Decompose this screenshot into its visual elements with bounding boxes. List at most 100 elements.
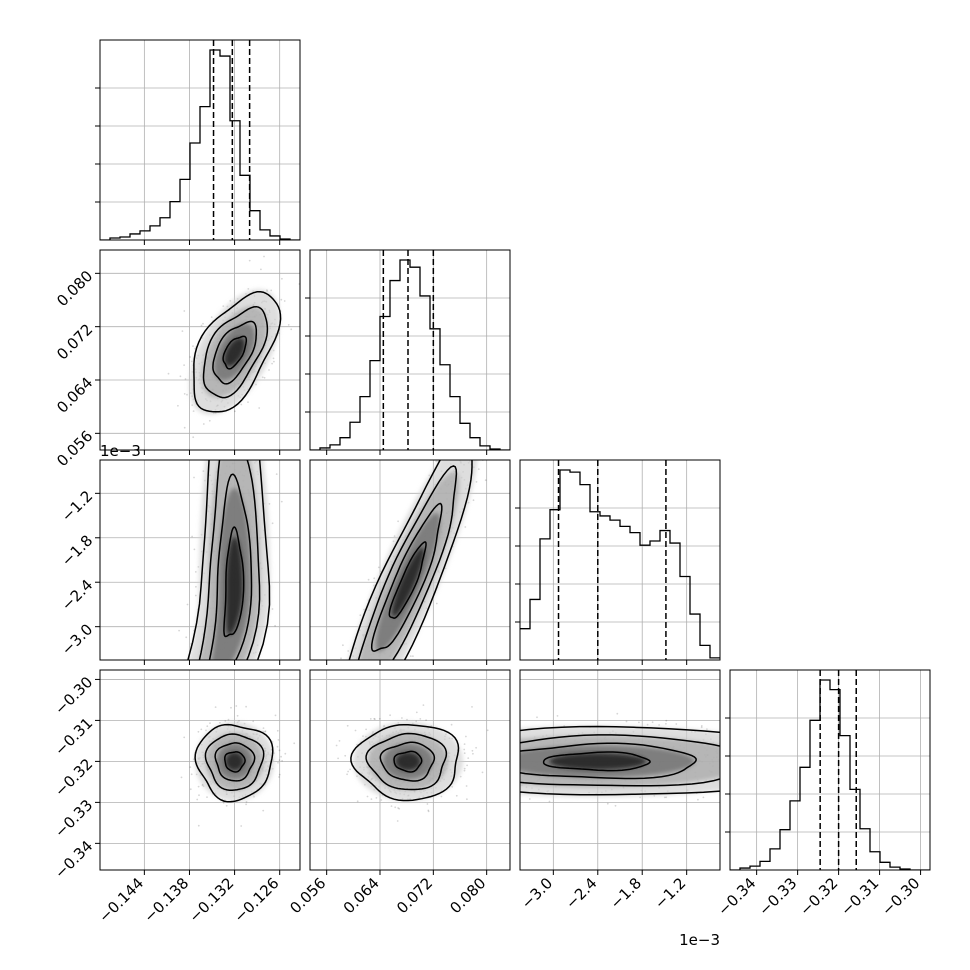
sample-point bbox=[202, 705, 204, 707]
sample-point bbox=[232, 438, 234, 440]
sample-point bbox=[109, 819, 111, 821]
sample-point bbox=[196, 700, 198, 702]
sample-point bbox=[463, 752, 466, 755]
sample-point bbox=[229, 687, 231, 689]
sample-point bbox=[278, 776, 280, 778]
sample-point bbox=[747, 783, 749, 785]
sample-point bbox=[222, 665, 224, 667]
sample-point bbox=[187, 743, 189, 745]
sample-point bbox=[316, 728, 318, 730]
sample-point bbox=[231, 456, 233, 458]
sample-point bbox=[337, 681, 339, 683]
sample-point bbox=[376, 664, 378, 666]
sample-point bbox=[219, 721, 221, 724]
sample-point bbox=[232, 673, 234, 675]
sample-point bbox=[468, 767, 470, 769]
density-panel-3-2 bbox=[463, 712, 833, 807]
sample-point bbox=[198, 711, 200, 713]
sample-point bbox=[358, 693, 360, 695]
contour-0 bbox=[222, 335, 248, 370]
sample-point bbox=[497, 758, 499, 760]
sample-point bbox=[476, 426, 478, 428]
sample-point bbox=[373, 717, 376, 720]
sample-point bbox=[473, 440, 475, 442]
sample-point bbox=[238, 429, 240, 431]
sample-point bbox=[218, 707, 220, 709]
sample-point bbox=[721, 742, 723, 744]
sample-point bbox=[189, 788, 192, 791]
sample-point bbox=[502, 772, 504, 774]
sample-point bbox=[195, 691, 197, 693]
sample-point bbox=[466, 798, 468, 801]
sample-point bbox=[763, 751, 765, 753]
sample-point bbox=[374, 677, 376, 679]
panel-frame bbox=[309, 459, 511, 661]
sample-point bbox=[459, 775, 462, 778]
sample-point bbox=[260, 268, 262, 271]
sample-point bbox=[199, 662, 201, 664]
x-tick-label: −0.34 bbox=[714, 874, 759, 919]
sample-point bbox=[330, 741, 332, 743]
sample-point bbox=[364, 688, 366, 690]
contour-0 bbox=[542, 751, 651, 772]
sample-point bbox=[252, 442, 254, 444]
sample-point bbox=[725, 775, 727, 777]
panel-2-2 bbox=[520, 460, 720, 660]
sample-point bbox=[160, 769, 162, 771]
sample-point bbox=[205, 685, 207, 687]
sample-point bbox=[512, 758, 514, 760]
x-tick-label: −3.0 bbox=[518, 874, 556, 912]
sample-point bbox=[230, 428, 232, 430]
sample-point bbox=[477, 757, 479, 759]
sample-point bbox=[268, 503, 271, 505]
sample-point bbox=[330, 737, 332, 739]
sample-point bbox=[222, 662, 224, 664]
sample-point bbox=[382, 690, 384, 692]
sample-point bbox=[334, 739, 336, 741]
sample-point bbox=[184, 709, 186, 711]
sample-point bbox=[262, 727, 265, 729]
sample-point bbox=[354, 729, 357, 732]
sample-point bbox=[214, 671, 216, 673]
sample-point bbox=[281, 277, 283, 280]
sample-point bbox=[606, 802, 609, 805]
sample-point bbox=[463, 759, 465, 761]
sample-point bbox=[213, 445, 215, 447]
sample-point bbox=[495, 753, 497, 755]
sample-point bbox=[472, 434, 474, 436]
sample-point bbox=[174, 732, 176, 734]
sample-point bbox=[501, 751, 503, 753]
sample-point bbox=[455, 794, 458, 797]
sample-point bbox=[505, 744, 507, 746]
sample-point bbox=[478, 758, 480, 760]
sample-point bbox=[187, 714, 189, 716]
sample-point bbox=[216, 444, 218, 446]
sample-point bbox=[355, 693, 357, 695]
sample-point bbox=[406, 718, 408, 721]
sample-point bbox=[252, 720, 255, 723]
sample-point bbox=[217, 667, 219, 669]
x-tick-label: −0.138 bbox=[140, 874, 192, 926]
sample-point bbox=[213, 672, 215, 674]
sample-point bbox=[315, 741, 317, 743]
sample-point bbox=[481, 781, 483, 783]
sample-point bbox=[482, 447, 484, 449]
sample-point bbox=[497, 754, 499, 756]
x-tick-label: 0.080 bbox=[446, 874, 489, 917]
sample-point bbox=[375, 797, 378, 799]
sample-point bbox=[201, 686, 203, 688]
x-tick-label: 0.064 bbox=[340, 874, 383, 917]
sample-point bbox=[348, 696, 350, 698]
sample-point bbox=[831, 749, 833, 751]
panel-frame bbox=[519, 669, 721, 871]
sample-point bbox=[419, 718, 422, 720]
sample-point bbox=[172, 708, 174, 710]
sample-point bbox=[490, 782, 492, 784]
panel-frame bbox=[309, 249, 511, 451]
sample-point bbox=[510, 748, 512, 750]
sample-point bbox=[731, 752, 733, 754]
sample-point bbox=[222, 801, 225, 804]
sample-point bbox=[394, 806, 397, 809]
sample-point bbox=[373, 664, 375, 666]
sample-point bbox=[467, 757, 470, 759]
